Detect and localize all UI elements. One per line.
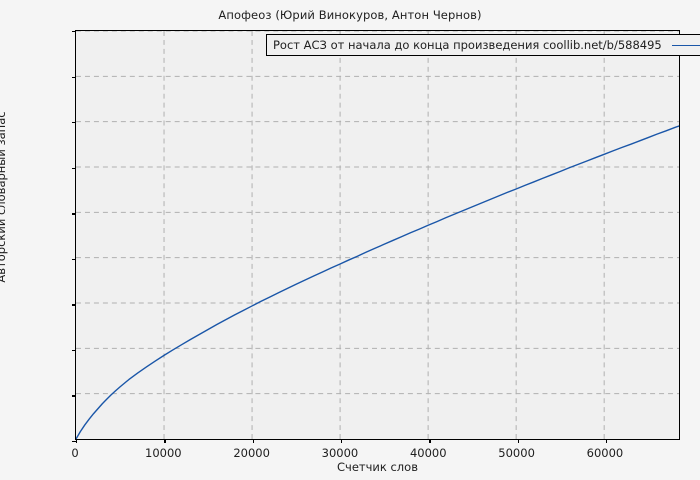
y-tick-mark [72,122,76,124]
x-axis-label: Счетчик слов [337,460,418,474]
y-tick-mark [72,304,76,306]
y-tick-mark [72,349,76,352]
y-tick-mark [72,31,76,33]
x-tick-label: 0 [71,446,79,460]
y-tick-mark [72,213,76,215]
x-tick-label: 50000 [498,446,535,460]
x-tick-mark [252,439,254,443]
series-path-0 [76,125,679,439]
y-tick-mark [72,76,76,78]
y-axis-label: Авторский словарный запас [0,111,8,283]
x-tick-mark [164,439,166,443]
chart-title: Апофеоз (Юрий Винокуров, Антон Чернов) [218,8,482,22]
y-tick-mark [72,167,76,169]
y-tick-mark [72,258,76,261]
x-tick-label: 40000 [409,446,447,460]
x-tick-mark [605,439,608,443]
x-tick-label: 10000 [145,446,182,460]
legend-line-swatch [671,44,700,46]
plot-area: Рост АСЗ от начала до конца произведения… [72,30,700,443]
x-tick-mark [517,439,519,443]
x-tick-label: 20000 [233,446,270,460]
x-tick-label: 60000 [586,446,624,460]
chart-legend: Рост АСЗ от начала до конца произведения… [266,34,700,56]
x-tick-mark [340,439,343,443]
legend-entry-label: Рост АСЗ от начала до конца произведения… [273,38,662,52]
x-tick-label: 30000 [321,446,359,460]
y-tick-mark [72,441,76,443]
x-tick-mark [429,439,431,443]
y-tick-mark [72,395,76,397]
x-tick-mark [76,439,78,443]
data-series-line [76,125,679,439]
